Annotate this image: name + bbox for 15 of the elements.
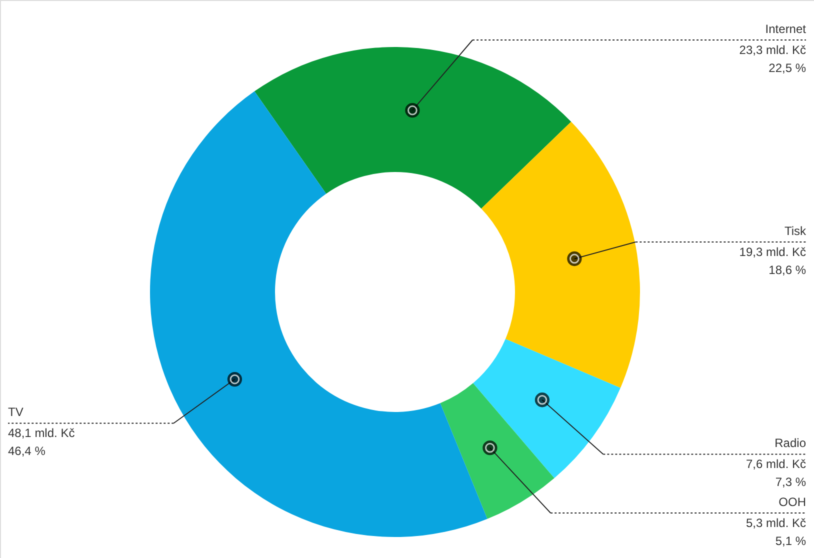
donut-slice [440, 383, 554, 519]
data-label: 7,6 mld. Kč 7,3 % [746, 457, 806, 490]
donut-slice [254, 47, 572, 209]
data-label: 48,1 mld. Kč 46,4 % [8, 426, 75, 458]
data-label: 23,3 mld. Kč 22,5 % [739, 43, 806, 75]
slice-label: OOH [778, 495, 806, 509]
slice-label: TV [8, 405, 24, 420]
data-label: 19,3 mld. Kč 18,6 % [739, 244, 806, 277]
slice-label: Radio [774, 436, 806, 450]
donut-slice [150, 91, 488, 537]
slice-label: Tisk [784, 224, 807, 238]
data-label: 5,3 mld. Kč 5,1 % [746, 516, 806, 548]
slice-label: Internet [765, 22, 807, 36]
donut-slice [481, 122, 640, 388]
donut-slice [473, 338, 620, 478]
